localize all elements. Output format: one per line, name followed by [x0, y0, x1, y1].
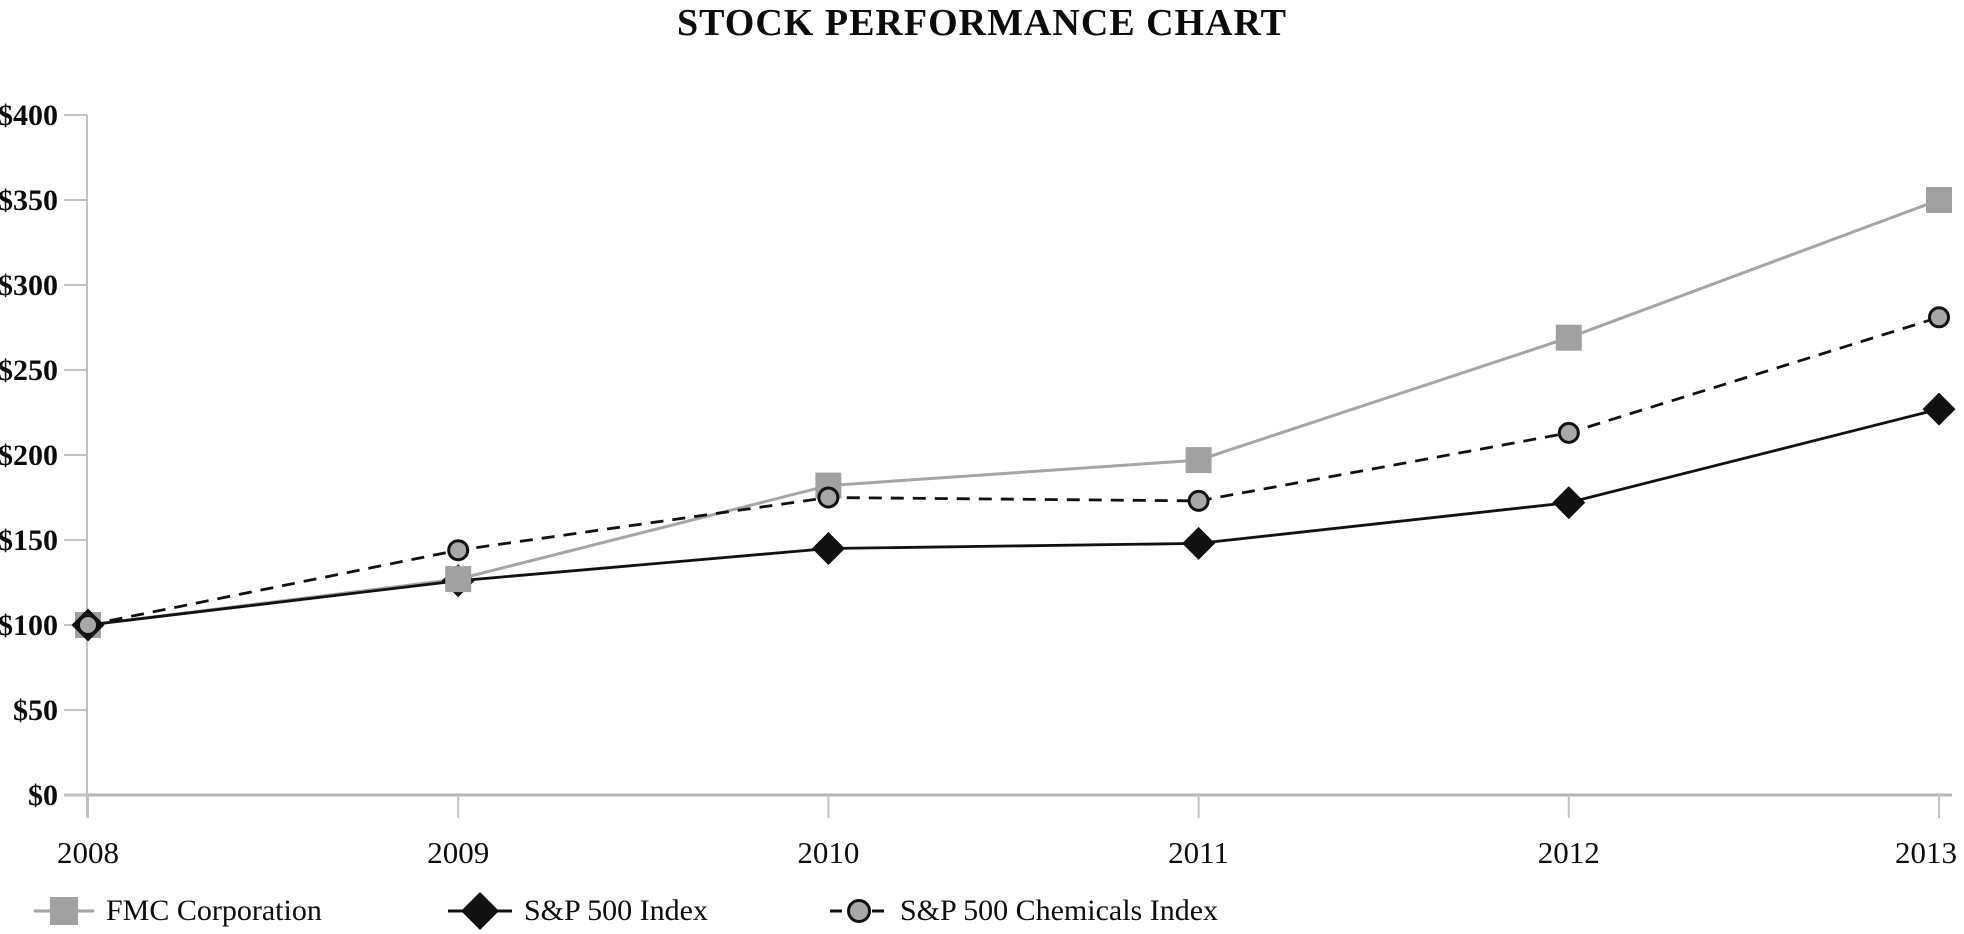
legend-marker	[847, 899, 871, 923]
data-point-marker	[1557, 421, 1580, 444]
x-axis-tick-label: 2010	[797, 835, 859, 870]
y-axis-tick-label: $0	[28, 779, 58, 812]
data-point-marker	[445, 566, 472, 593]
legend-label: S&P 500 Index	[524, 894, 708, 927]
legend-item-sp500-chemicals-index: S&P 500 Chemicals Index	[830, 888, 1218, 934]
series-line-s-p-500-chemicals-index	[87, 315, 1940, 627]
data-point-marker	[1926, 187, 1952, 213]
x-axis-tick-label: 2009	[427, 835, 489, 870]
gray-square-line-icon	[34, 897, 94, 925]
y-axis-tick-label: $50	[13, 694, 58, 727]
y-axis-tick-label: $200	[0, 439, 58, 472]
data-point-marker	[1552, 486, 1586, 520]
data-point-marker	[1555, 324, 1582, 351]
legend-marker	[50, 897, 78, 925]
y-axis-tick-label: $100	[0, 609, 58, 642]
legend-item-fmc-corporation: FMC Corporation	[34, 888, 322, 934]
legend-label: FMC Corporation	[106, 894, 322, 927]
series-line-fmc-corporation	[87, 198, 1940, 627]
data-point-marker	[447, 539, 470, 562]
legend-marker	[461, 892, 499, 930]
y-axis-tick-label: $250	[0, 354, 58, 387]
legend-item-sp500-index: S&P 500 Index	[448, 888, 708, 934]
data-point-marker	[1928, 306, 1950, 329]
y-axis-tick-label: $400	[0, 99, 58, 132]
legend-label: S&P 500 Chemicals Index	[900, 894, 1219, 927]
data-point-marker	[1182, 526, 1216, 560]
y-axis-tick-label: $350	[0, 184, 58, 217]
x-axis-tick-label: 2012	[1538, 835, 1600, 870]
chart-legend: FMC Corporation S&P 500 Index S&P 500 Ch…	[0, 888, 1964, 934]
y-axis-tick-label: $300	[0, 269, 58, 302]
y-axis-tick-label: $150	[0, 524, 58, 557]
series-line-s-p-500-index	[87, 407, 1940, 627]
data-point-marker	[77, 614, 99, 636]
data-point-marker	[1185, 447, 1212, 474]
data-point-marker	[1922, 392, 1956, 426]
chart-title: STOCK PERFORMANCE CHART	[677, 2, 1287, 44]
x-axis-tick-label: 2008	[57, 835, 119, 870]
data-point-marker	[817, 486, 840, 509]
x-axis-tick-label: 2013	[1895, 835, 1957, 870]
x-axis-tick-label: 2011	[1168, 835, 1229, 870]
data-point-marker	[811, 532, 845, 565]
data-point-marker	[1187, 489, 1210, 512]
black-diamond-line-icon	[448, 892, 512, 930]
gray-circle-dashed-line-icon	[830, 899, 888, 923]
